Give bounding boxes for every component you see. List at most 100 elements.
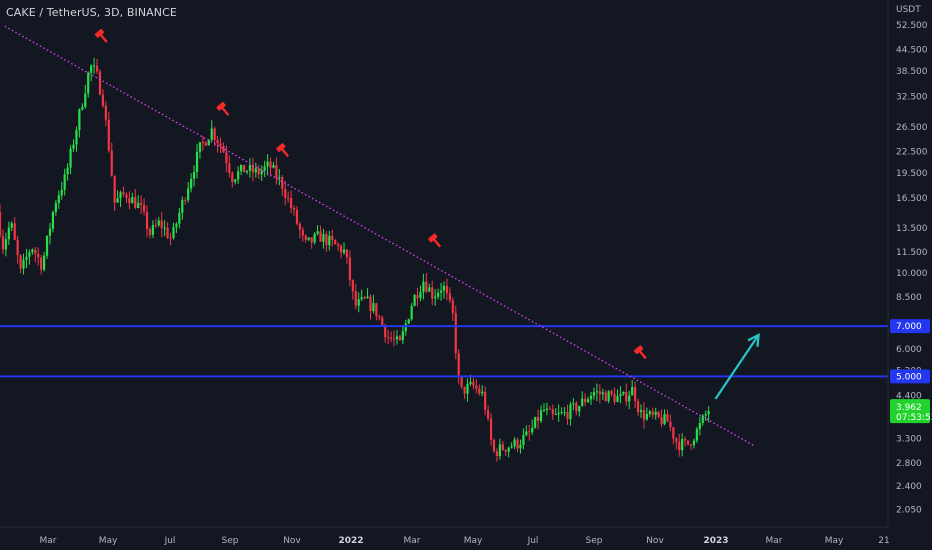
candle-body [51,211,55,229]
gavel-icon [216,101,230,116]
candle-body [198,142,202,152]
candle-body [354,291,357,306]
candle-body [531,427,534,433]
candle-body [684,439,687,441]
candle-body [566,412,569,419]
candle-body [281,177,284,189]
time-tick-label: Jul [527,536,539,546]
candle-body [69,148,72,168]
candle-body [678,441,681,451]
gavel-head [94,28,105,38]
candle-body [351,280,354,292]
candle-body [78,109,81,131]
candle-body [289,197,293,209]
candle-body [525,431,528,436]
candle-body [648,411,651,415]
candle-body [395,336,399,340]
candle-body [272,165,275,168]
price-tick-label: 26.500 [896,123,928,133]
candle-body [307,237,310,240]
candle-body [454,312,457,354]
candle-body [304,235,307,240]
candle-body [542,410,546,412]
gavel-head [428,233,438,243]
candle-body [669,421,672,428]
candle-body [116,198,119,203]
gavel-icon [276,143,290,158]
candle-body [57,195,60,204]
time-tick-label: Nov [283,536,301,546]
candle-body [25,256,28,260]
symbol-title[interactable]: CAKE / TetherUS, 3D, BINANCE [6,6,177,19]
candle-body [586,399,590,403]
candle-body [63,174,66,190]
candle-body [598,391,601,395]
level-7-badge: 7.000 [896,322,922,332]
candle-body [322,234,325,242]
candle-body [316,231,319,234]
candle-body [175,223,178,227]
candle-body [560,412,563,414]
candle-body [298,223,302,231]
candle-body [295,209,299,224]
candle-body [16,239,19,256]
gavel-handle [99,33,108,43]
candle-body [434,296,437,299]
candle-body [228,163,231,173]
price-tick-label: 6.000 [896,345,922,355]
candle-body [190,178,193,189]
candle-body [419,292,422,299]
candle-body [695,429,698,441]
candle-body [492,439,496,452]
candle-body [248,164,252,171]
candle-body [534,417,537,428]
candle-body [389,337,393,339]
price-tick-label: 13.500 [896,224,928,234]
candle-body [269,161,272,168]
candle-body [7,227,10,240]
time-tick-label: May [464,536,483,546]
candle-body [254,168,257,173]
candle-body [148,229,152,235]
price-tick-label: 2.050 [896,506,922,516]
candle-body [707,411,710,415]
candle-body [128,198,131,204]
candle-body [231,172,234,182]
candle-body [266,161,269,167]
candle-body [145,211,149,230]
candle-body [184,199,187,201]
candle-body [498,444,501,456]
candle-body [507,447,510,452]
time-axis[interactable]: Mar May Jul Sep Nov 2022 Mar May Jul Sep Nov 2023 Ma… [40,536,890,546]
candle-body [601,392,604,395]
candle-body [10,223,13,228]
candle-body [369,296,372,312]
level-5-badge: 5.000 [896,372,922,382]
candle-body [210,128,213,140]
candles-layer [0,57,710,462]
candle-body [166,227,169,238]
candle-body [387,337,390,339]
gavel-head [216,101,226,111]
candle-body [140,202,143,205]
candle-body [698,423,701,430]
candle-body [301,230,304,236]
candle-body [0,212,2,236]
candle-body [487,410,490,419]
candle-body [416,295,419,299]
candle-body [201,142,204,144]
candle-body [337,244,340,246]
gavel-handle [280,147,290,158]
arrow-head [747,332,760,347]
candle-body [584,398,587,403]
price-tick-label: 2.800 [896,459,922,469]
candle-body [375,303,378,317]
candle-body [681,439,684,451]
price-tick-label: 32.500 [896,93,928,103]
candle-body [689,444,693,446]
time-tick-label: Mar [404,536,421,546]
candle-body [43,255,46,270]
